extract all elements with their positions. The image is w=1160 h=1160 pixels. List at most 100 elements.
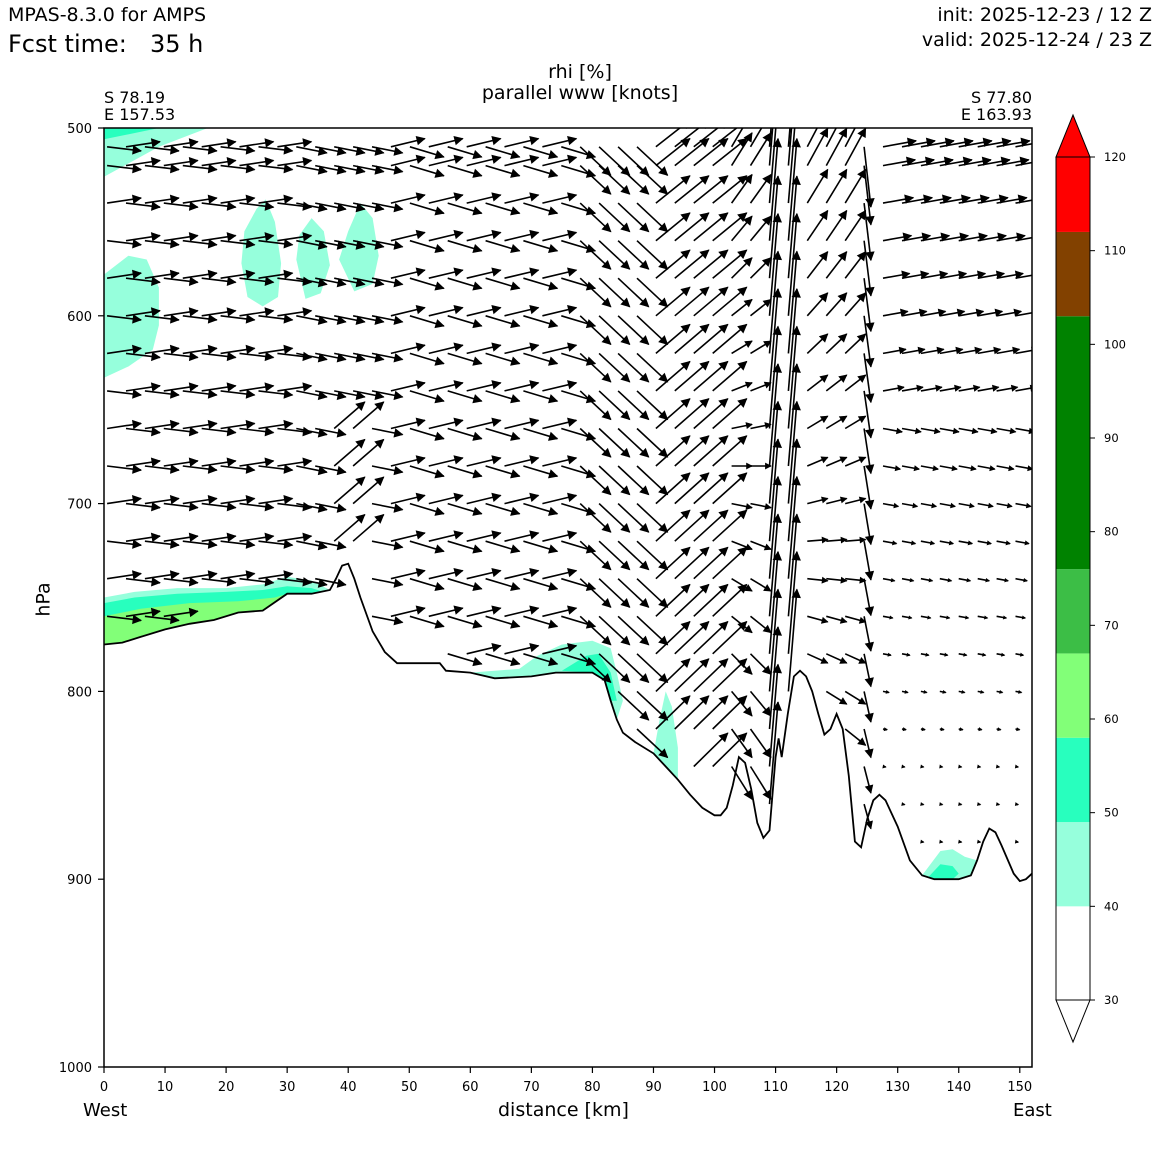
wind-vector-374 (693, 360, 729, 392)
wind-vector-423 (693, 398, 729, 430)
wind-vector-69 (485, 164, 521, 178)
wind-vector-686 (674, 620, 710, 655)
wind-vector-262 (428, 304, 464, 317)
wind-vector-590 (144, 570, 180, 580)
wind-vector-719 (901, 689, 909, 694)
wind-vector-67 (447, 164, 483, 178)
wind-vector-291 (977, 308, 1004, 317)
wind-vector-268 (542, 304, 578, 317)
wind-vector-424 (712, 398, 748, 430)
init-time: init: 2025-12-23 / 12 Z (937, 4, 1152, 26)
wind-vector-372 (655, 360, 691, 392)
wind-vector-662 (807, 615, 829, 624)
wind-vector-705 (617, 690, 650, 721)
wind-vector-115 (428, 192, 464, 204)
wind-vector-454 (352, 438, 385, 467)
wind-vector-425 (731, 422, 753, 430)
wind-vector-771 (1014, 839, 1020, 844)
wind-vector-670 (958, 615, 970, 620)
wind-vector-557 (447, 540, 483, 554)
right-longitude: E 163.93 (960, 105, 1032, 124)
wind-vector-599 (315, 577, 347, 588)
wind-vector-749 (863, 766, 874, 794)
wind-vector-193 (977, 232, 1007, 242)
wind-vector-752 (920, 764, 925, 769)
wind-vector-373 (674, 360, 710, 392)
wind-vector-126 (636, 202, 669, 233)
wind-vector-16 (409, 146, 445, 160)
wind-vector-722 (958, 689, 966, 694)
wind-vector-243 (996, 270, 1024, 280)
wind-vector-432 (863, 428, 875, 475)
wind-vector-299 (201, 351, 237, 362)
wind-vector-735 (863, 728, 874, 759)
wind-vector-175 (636, 240, 669, 270)
wind-vector-632 (977, 577, 991, 583)
wind-vector-707 (655, 658, 691, 692)
wind-vector-744 (693, 732, 729, 768)
wind-vector-350 (239, 382, 275, 392)
wind-vector-651 (598, 615, 631, 646)
wind-vector-270 (579, 315, 612, 346)
left-latitude: S 78.19 (104, 88, 166, 107)
wind-vector-661 (787, 513, 801, 617)
wind-vector-549 (296, 540, 328, 551)
wind-vector-594 (220, 570, 256, 580)
wind-vector-96 (996, 156, 1030, 167)
wind-vector-527 (807, 496, 829, 505)
wind-vector-195 (1015, 236, 1032, 242)
wind-vector-478 (806, 456, 829, 467)
wind-vector-577 (826, 536, 848, 544)
wind-vector-363 (485, 390, 521, 404)
wind-vector-682 (598, 653, 631, 684)
wind-vector-420 (636, 427, 669, 458)
wind-vector-239 (920, 270, 949, 280)
wind-vector-355 (334, 390, 366, 401)
wind-vector-279 (750, 298, 772, 317)
wind-vector-648 (542, 605, 578, 618)
wind-vector-459 (447, 465, 483, 479)
wind-vector-633 (996, 577, 1009, 583)
wind-vector-123 (579, 202, 612, 233)
wind-vector-419 (617, 427, 650, 458)
wind-vector-187 (863, 240, 875, 297)
wind-vector-85 (787, 128, 793, 166)
wind-vector-319 (579, 352, 612, 383)
wind-vector-508 (447, 502, 483, 516)
wind-vector-703 (996, 652, 1006, 657)
wind-vector-306 (334, 352, 366, 363)
colorbar-segment-4 (1056, 569, 1090, 654)
wind-vector-612 (598, 578, 631, 608)
wind-vector-232 (787, 175, 801, 279)
wind-vector-158 (315, 239, 347, 250)
wind-vector-190 (920, 232, 951, 242)
terrain-layer (104, 562, 1032, 883)
wind-vector-280 (768, 212, 783, 316)
wind-vector-198 (144, 269, 180, 280)
wind-vector-14 (371, 146, 404, 156)
wind-vector-668 (920, 615, 932, 620)
wind-vector-382 (844, 374, 867, 392)
wind-vector-51 (144, 163, 180, 174)
colorbar-segment-3 (1056, 653, 1090, 738)
rhi-region-1 (104, 128, 159, 140)
wind-vector-139 (882, 194, 915, 204)
wind-vector-640 (390, 605, 426, 618)
wind-vector-580 (882, 540, 898, 546)
wind-vector-528 (826, 496, 848, 505)
wind-vector-472 (693, 435, 729, 467)
wind-vector-650 (579, 615, 612, 646)
wind-vector-308 (371, 352, 404, 363)
wind-vector-561 (523, 540, 559, 554)
wind-vector-716 (844, 690, 867, 705)
wind-vector-537 (996, 502, 1013, 509)
wind-vector-579 (863, 541, 875, 581)
wind-vector-230 (749, 257, 772, 279)
wind-vector-286 (882, 308, 909, 317)
wind-vector-609 (542, 567, 578, 580)
wind-vector-77 (636, 165, 669, 195)
wind-vector-624 (826, 576, 848, 584)
wind-vector-212 (409, 277, 445, 291)
wind-vector-598 (296, 577, 328, 588)
wind-vector-564 (579, 540, 612, 571)
